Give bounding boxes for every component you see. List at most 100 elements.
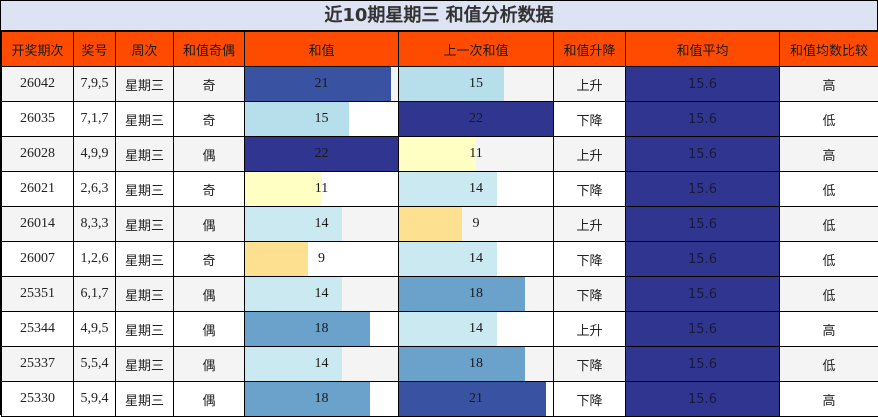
- sum-cell: 14: [245, 277, 399, 312]
- sum-cell: 15: [245, 102, 399, 137]
- compare-cell: 高: [780, 312, 878, 347]
- data-bar: [399, 207, 462, 241]
- trend-cell: 下降: [554, 172, 626, 207]
- sum-cell: 14: [245, 347, 399, 382]
- average-cell: 15.6: [626, 102, 780, 137]
- weekday-cell: 星期三: [116, 312, 174, 347]
- parity-cell: 偶: [174, 382, 245, 417]
- data-bar: [399, 137, 476, 171]
- sum-cell: 21: [245, 67, 399, 102]
- average-cell: 15.6: [626, 242, 780, 277]
- prev-sum-cell-value: 22: [469, 111, 483, 126]
- weekday-cell: 星期三: [116, 242, 174, 277]
- issue-cell: 26007: [2, 242, 74, 277]
- data-bar: [245, 312, 370, 346]
- issue-cell: 25344: [2, 312, 74, 347]
- header-weekday: 周次: [116, 32, 174, 67]
- prev-sum-cell: 9: [399, 207, 554, 242]
- weekday-cell: 星期三: [116, 137, 174, 172]
- sum-cell: 18: [245, 382, 399, 417]
- average-cell: 15.6: [626, 207, 780, 242]
- average-cell: 15.6: [626, 277, 780, 312]
- weekday-cell: 星期三: [116, 347, 174, 382]
- weekday-cell: 星期三: [116, 102, 174, 137]
- parity-cell: 奇: [174, 67, 245, 102]
- page-title: 近10期星期三 和值分析数据: [1, 1, 877, 31]
- data-bar: [399, 347, 525, 381]
- weekday-cell: 星期三: [116, 382, 174, 417]
- data-bar: [245, 242, 308, 276]
- compare-cell: 低: [780, 347, 878, 382]
- prev-sum-cell-value: 21: [469, 391, 483, 406]
- prev-sum-cell: 15: [399, 67, 554, 102]
- prev-sum-cell-value: 15: [469, 76, 483, 91]
- trend-cell: 下降: [554, 382, 626, 417]
- sum-cell-value: 14: [315, 216, 329, 231]
- average-cell: 15.6: [626, 67, 780, 102]
- numbers-cell: 4,9,5: [74, 312, 116, 347]
- sum-analysis-table: 开奖期次 奖号 周次 和值奇偶 和值 上一次和值 和值升降 和值平均 和值均数比…: [1, 31, 878, 417]
- parity-cell: 偶: [174, 347, 245, 382]
- compare-cell: 低: [780, 207, 878, 242]
- header-numbers: 奖号: [74, 32, 116, 67]
- parity-cell: 奇: [174, 172, 245, 207]
- sum-cell-value: 14: [315, 356, 329, 371]
- prev-sum-cell-value: 14: [469, 321, 483, 336]
- sum-cell-value: 18: [315, 321, 329, 336]
- numbers-cell: 5,5,4: [74, 347, 116, 382]
- numbers-cell: 7,9,5: [74, 67, 116, 102]
- parity-cell: 偶: [174, 137, 245, 172]
- data-bar: [399, 67, 504, 101]
- issue-cell: 26028: [2, 137, 74, 172]
- parity-cell: 偶: [174, 312, 245, 347]
- trend-cell: 下降: [554, 102, 626, 137]
- sum-cell-value: 18: [315, 391, 329, 406]
- prev-sum-cell-value: 14: [469, 181, 483, 196]
- weekday-cell: 星期三: [116, 67, 174, 102]
- numbers-cell: 2,6,3: [74, 172, 116, 207]
- compare-cell: 高: [780, 67, 878, 102]
- issue-cell: 25337: [2, 347, 74, 382]
- header-compare: 和值均数比较: [780, 32, 878, 67]
- prev-sum-cell-value: 18: [469, 356, 483, 371]
- header-trend: 和值升降: [554, 32, 626, 67]
- weekday-cell: 星期三: [116, 172, 174, 207]
- header-prev-sum: 上一次和值: [399, 32, 554, 67]
- prev-sum-cell: 18: [399, 277, 554, 312]
- prev-sum-cell-value: 11: [469, 146, 482, 161]
- trend-cell: 上升: [554, 137, 626, 172]
- sum-cell: 11: [245, 172, 399, 207]
- data-bar: [245, 102, 349, 136]
- average-cell: 15.6: [626, 382, 780, 417]
- header-issue: 开奖期次: [2, 32, 74, 67]
- sum-cell-value: 9: [318, 251, 325, 266]
- average-cell: 15.6: [626, 312, 780, 347]
- compare-cell: 低: [780, 172, 878, 207]
- sum-cell-value: 21: [315, 76, 329, 91]
- parity-cell: 偶: [174, 277, 245, 312]
- numbers-cell: 1,2,6: [74, 242, 116, 277]
- data-bar: [399, 277, 525, 311]
- issue-cell: 26014: [2, 207, 74, 242]
- compare-cell: 低: [780, 242, 878, 277]
- prev-sum-cell: 18: [399, 347, 554, 382]
- sum-cell: 18: [245, 312, 399, 347]
- prev-sum-cell: 14: [399, 242, 554, 277]
- weekday-cell: 星期三: [116, 277, 174, 312]
- trend-cell: 上升: [554, 312, 626, 347]
- trend-cell: 上升: [554, 207, 626, 242]
- data-bar: [245, 172, 322, 206]
- header-average: 和值平均: [626, 32, 780, 67]
- parity-cell: 奇: [174, 102, 245, 137]
- trend-cell: 下降: [554, 242, 626, 277]
- numbers-cell: 6,1,7: [74, 277, 116, 312]
- compare-cell: 高: [780, 137, 878, 172]
- prev-sum-cell: 21: [399, 382, 554, 417]
